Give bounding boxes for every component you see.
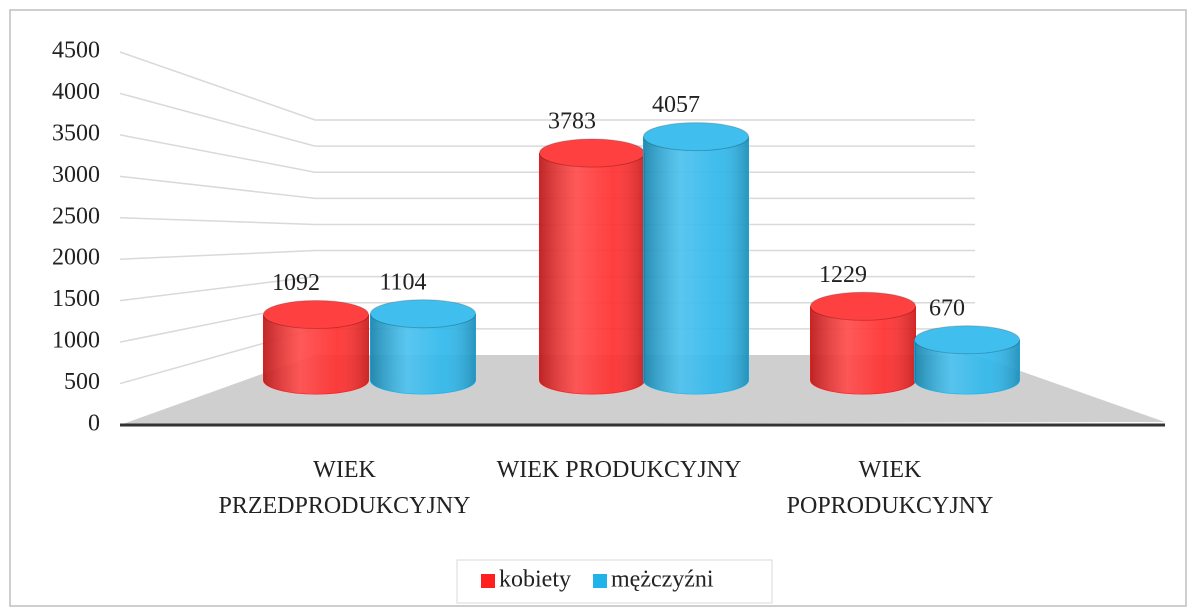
bar-shade: [914, 339, 1020, 395]
x-tick-label: WIEK PRODUKCYJNY: [496, 457, 742, 483]
bar-top: [263, 299, 369, 329]
value-label: 670: [929, 295, 965, 321]
y-tick-label: 2500: [52, 203, 100, 229]
legend-label: mężczyźni: [611, 567, 714, 593]
y-tick-label: 1000: [52, 328, 100, 354]
bar-shade: [810, 306, 916, 394]
grid-line: [119, 134, 975, 173]
bar-shade: [539, 153, 645, 395]
bar-top-light: [810, 292, 916, 321]
bar-top-light: [263, 300, 369, 329]
bar-shade: [263, 314, 369, 395]
grid-line: [119, 175, 975, 200]
y-tick-label: 3500: [52, 120, 100, 146]
bar-top: [370, 299, 476, 329]
bar-top: [810, 291, 916, 321]
y-tick-label: 1500: [52, 286, 100, 312]
bar-top-light: [370, 299, 476, 328]
bar-top-light: [539, 139, 645, 168]
grid-line: [119, 217, 975, 226]
y-tick-label: 3000: [52, 162, 100, 188]
y-tick-label: 0: [88, 411, 100, 437]
legend-swatch: [481, 574, 495, 588]
grid-line: [119, 92, 975, 147]
x-tick-label: WIEK POPRODUKCYJNY: [786, 457, 994, 519]
bar-shade: [370, 313, 476, 395]
bar-shade: [643, 136, 749, 395]
grid-line: [119, 249, 975, 260]
value-label: 1092: [272, 270, 320, 296]
legend-box: [456, 559, 773, 604]
value-label: 3783: [548, 109, 596, 135]
legend-label: kobiety: [499, 567, 571, 593]
y-tick-label: 4500: [52, 38, 100, 64]
legend-swatch: [593, 574, 607, 588]
value-label: 1229: [819, 262, 867, 288]
bar-top: [643, 122, 749, 152]
bar-top-light: [914, 325, 1020, 354]
grid-line: [119, 275, 975, 302]
x-tick-label: WIEK PRZEDPRODUKCYJNY: [218, 457, 471, 519]
value-label: 1104: [379, 269, 426, 295]
value-label: 4057: [652, 92, 700, 118]
frame: [9, 9, 1187, 607]
bar-top-light: [643, 122, 749, 151]
y-tick-label: 500: [64, 369, 100, 395]
y-tick-label: 4000: [52, 79, 100, 105]
y-tick-label: 2000: [52, 245, 100, 271]
bar-top: [914, 325, 1020, 355]
grid-line: [119, 51, 975, 121]
